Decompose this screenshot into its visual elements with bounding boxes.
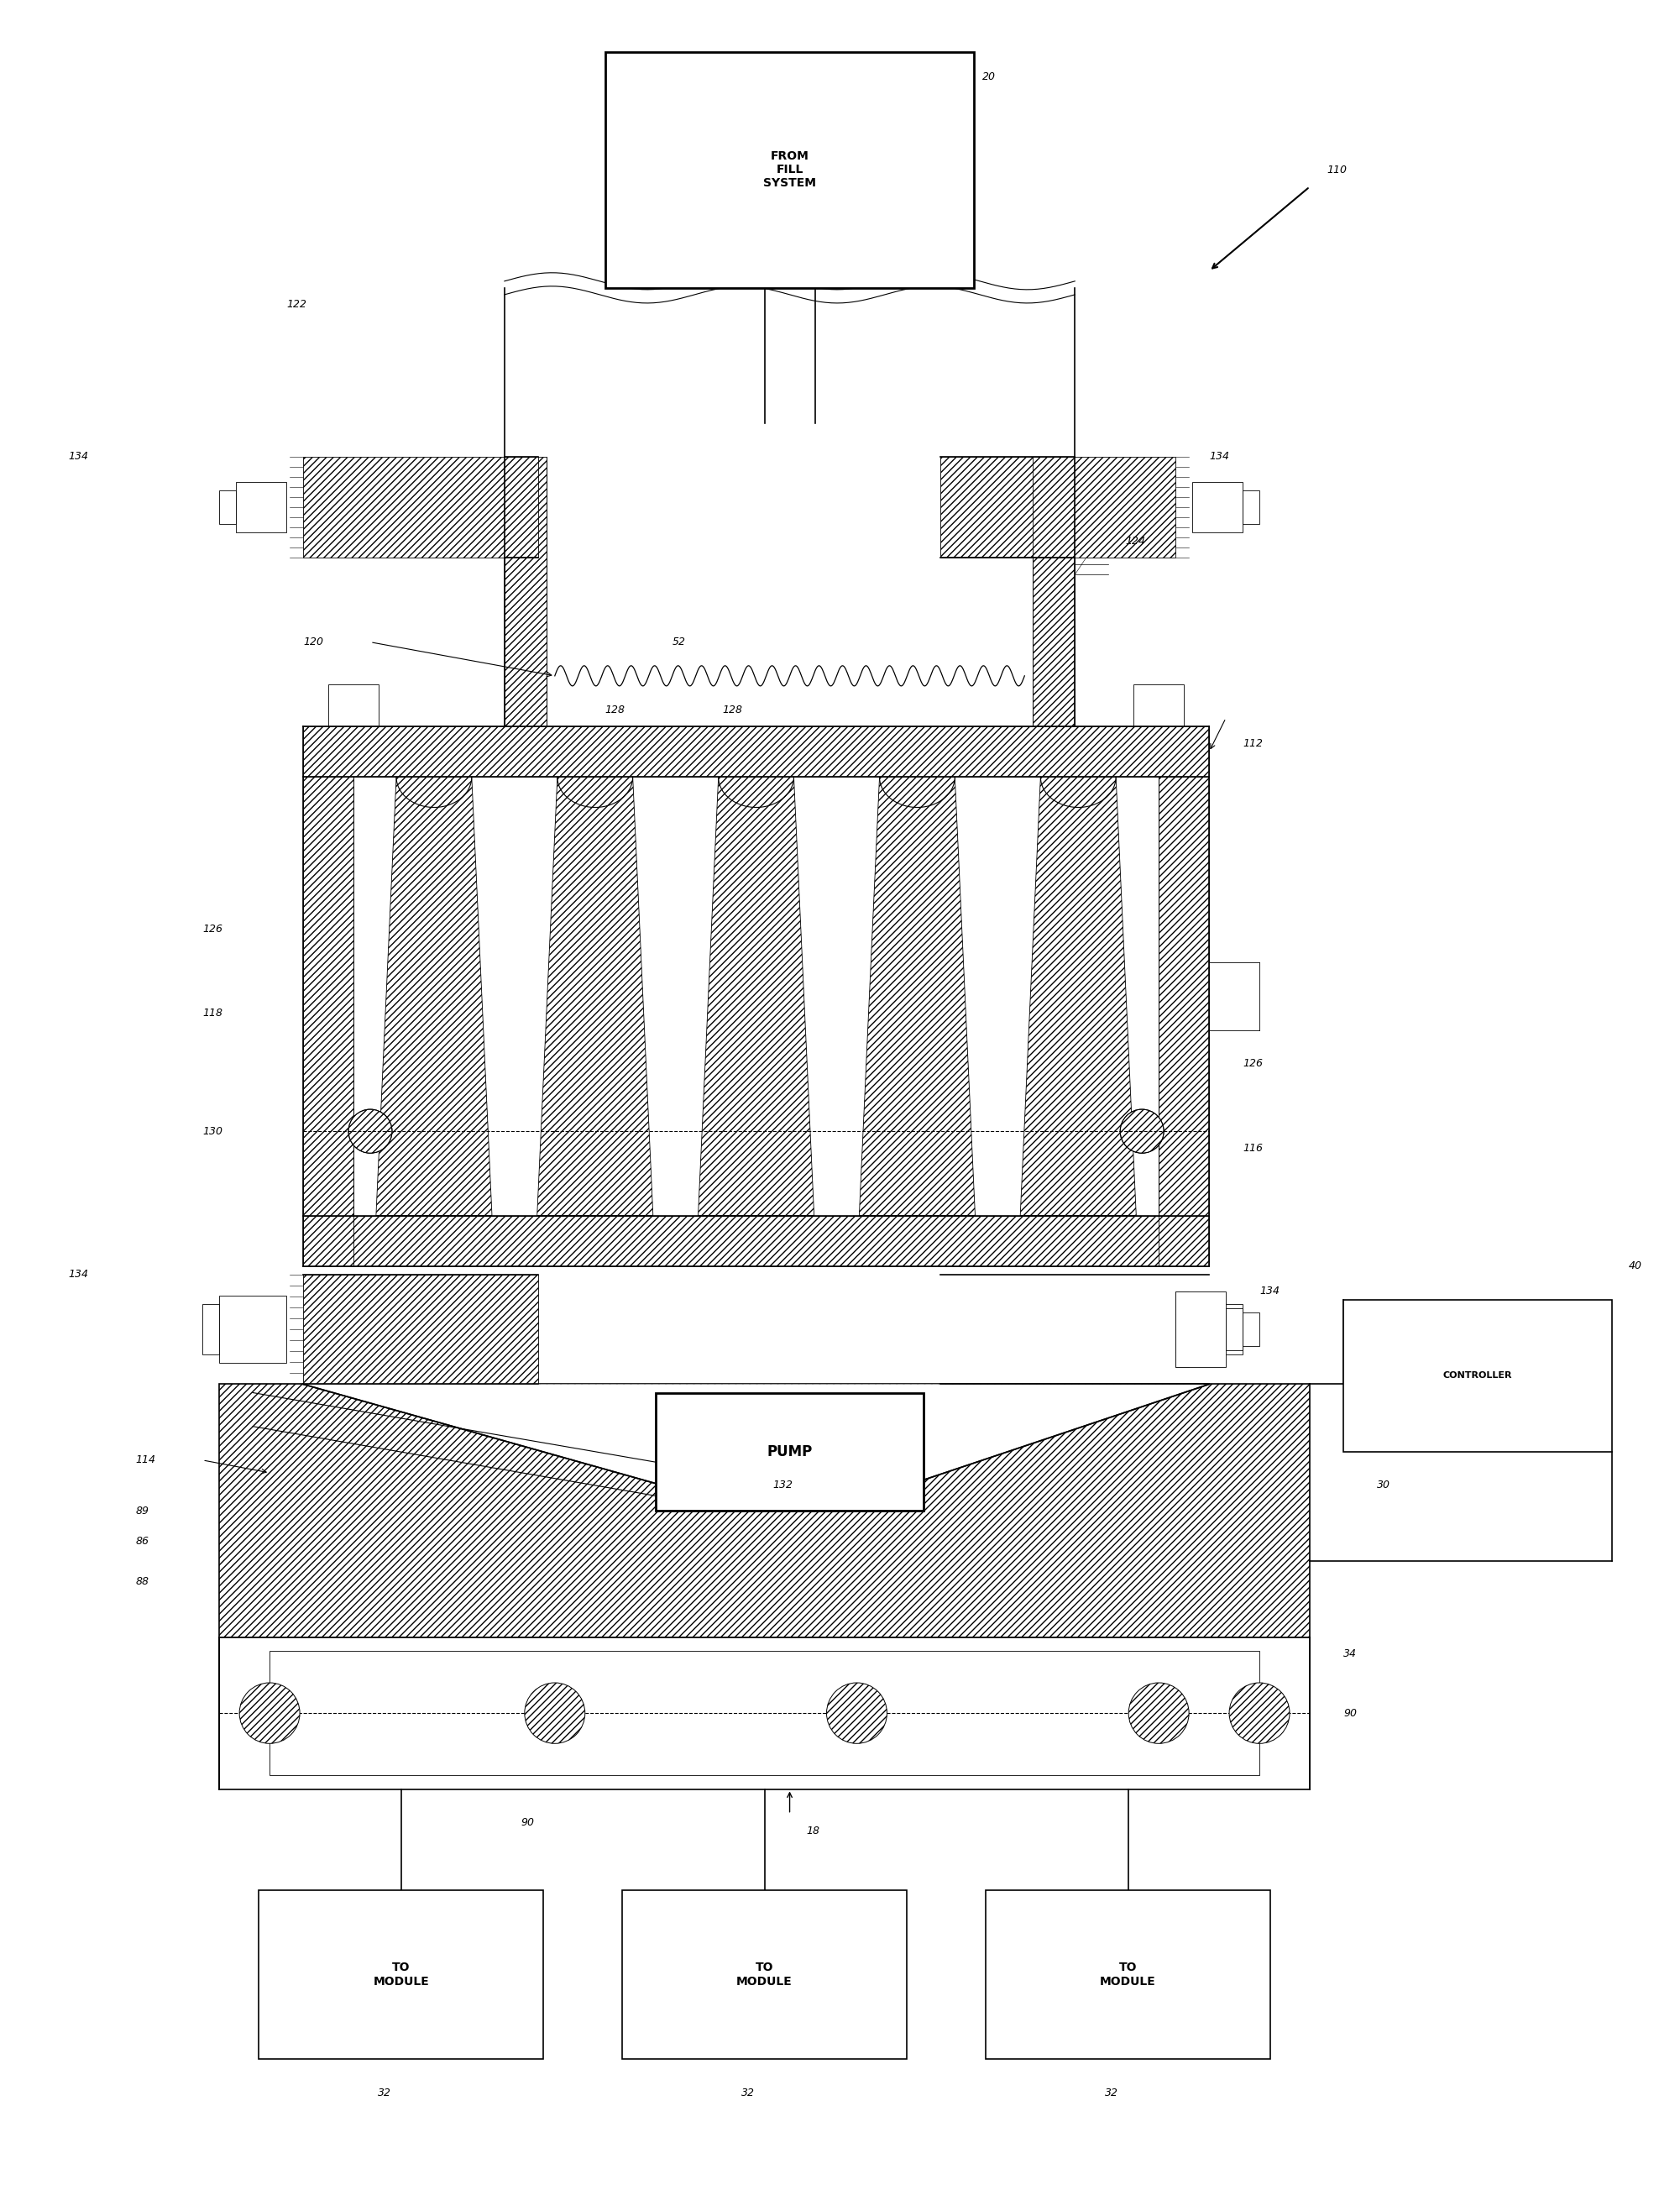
Text: 32: 32 [1104, 2087, 1117, 2098]
Bar [1134, 685, 1184, 727]
Text: 128: 128 [722, 705, 743, 716]
Bar [655, 1392, 924, 1510]
Text: 124: 124 [1126, 536, 1146, 547]
Bar [1226, 1308, 1243, 1350]
Circle shape [1121, 1108, 1164, 1152]
Bar [235, 483, 286, 533]
Text: 134: 134 [1210, 452, 1230, 461]
Bar [1243, 489, 1260, 525]
Bar [220, 489, 235, 525]
Text: 32: 32 [378, 2087, 391, 2098]
Circle shape [239, 1684, 299, 1743]
Text: TO
MODULE: TO MODULE [736, 1962, 793, 1986]
Text: 120: 120 [302, 637, 323, 648]
Circle shape [827, 1684, 887, 1743]
Text: 126: 126 [1243, 1058, 1263, 1069]
Bar [302, 457, 538, 558]
Bar [941, 457, 1176, 558]
Bar [1344, 1299, 1611, 1451]
Circle shape [1129, 1684, 1189, 1743]
Text: 134: 134 [69, 452, 89, 461]
Bar [1159, 777, 1210, 1267]
Text: 132: 132 [773, 1479, 793, 1490]
Bar [986, 1890, 1270, 2059]
Bar [302, 1216, 1210, 1267]
Text: 112: 112 [1243, 738, 1263, 748]
Bar [302, 1275, 538, 1385]
Text: 52: 52 [672, 637, 685, 648]
Circle shape [1230, 1684, 1290, 1743]
Polygon shape [302, 1385, 1210, 1501]
Text: 128: 128 [605, 705, 625, 716]
Text: 134: 134 [1260, 1286, 1280, 1297]
Bar [1193, 1304, 1243, 1354]
Bar [203, 1304, 220, 1354]
Text: 110: 110 [1327, 165, 1347, 176]
Polygon shape [376, 777, 492, 1216]
Bar [1033, 457, 1075, 727]
Bar [622, 1890, 907, 2059]
Text: 130: 130 [203, 1126, 223, 1137]
Text: 40: 40 [1628, 1260, 1641, 1271]
Circle shape [524, 1684, 585, 1743]
Bar [1193, 483, 1243, 533]
Polygon shape [699, 777, 815, 1216]
Bar [504, 457, 546, 727]
Bar [269, 1651, 1260, 1776]
Text: 116: 116 [1243, 1144, 1263, 1155]
Polygon shape [858, 777, 974, 1216]
Polygon shape [538, 777, 654, 1216]
Text: 89: 89 [136, 1506, 150, 1517]
Text: 90: 90 [521, 1817, 534, 1828]
Bar [1243, 1313, 1260, 1346]
Bar [605, 53, 974, 288]
Bar [259, 1890, 544, 2059]
Text: 118: 118 [203, 1008, 223, 1018]
Text: TO
MODULE: TO MODULE [373, 1962, 428, 1986]
Text: 20: 20 [983, 72, 996, 83]
Polygon shape [1020, 777, 1136, 1216]
Text: 30: 30 [1378, 1479, 1391, 1490]
Text: TO
MODULE: TO MODULE [1100, 1962, 1156, 1986]
Bar [302, 777, 353, 1267]
Text: 134: 134 [69, 1269, 89, 1280]
Text: 34: 34 [1344, 1648, 1357, 1659]
Text: 32: 32 [741, 2087, 754, 2098]
Bar [328, 685, 378, 727]
Bar [302, 727, 1210, 777]
Text: FROM
FILL
SYSTEM: FROM FILL SYSTEM [763, 149, 816, 189]
Text: 86: 86 [136, 1536, 150, 1547]
Text: CONTROLLER: CONTROLLER [1443, 1372, 1512, 1381]
Text: 90: 90 [1344, 1708, 1357, 1719]
Text: 18: 18 [806, 1826, 820, 1837]
Text: 114: 114 [136, 1455, 156, 1466]
Text: 88: 88 [136, 1576, 150, 1587]
Circle shape [348, 1108, 391, 1152]
Bar [220, 1385, 1310, 1637]
Text: 126: 126 [203, 924, 223, 935]
Text: PUMP: PUMP [766, 1444, 813, 1460]
Text: 122: 122 [286, 299, 306, 309]
Bar [1176, 1291, 1226, 1367]
Bar [220, 1295, 286, 1363]
Bar [220, 1637, 1310, 1789]
